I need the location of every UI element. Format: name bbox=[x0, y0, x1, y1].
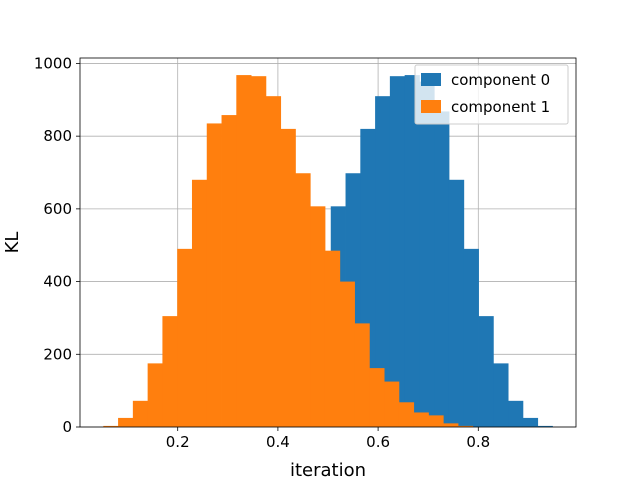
bar-component-0 bbox=[537, 425, 553, 427]
y-tick-label: 400 bbox=[43, 273, 72, 291]
axes-frame bbox=[79, 57, 577, 428]
bar-component-1 bbox=[265, 96, 282, 427]
bar-component-0 bbox=[478, 316, 494, 427]
bar-component-0 bbox=[522, 417, 539, 427]
y-tick-label: 600 bbox=[43, 200, 72, 218]
legend-box bbox=[414, 64, 569, 125]
legend-swatch-component-1 bbox=[421, 100, 441, 113]
bar-component-0 bbox=[375, 96, 391, 427]
bar-component-1 bbox=[191, 179, 208, 427]
x-tick-label: 0.8 bbox=[466, 433, 490, 451]
bar-component-1 bbox=[162, 316, 178, 427]
bar-component-1 bbox=[413, 412, 429, 427]
legend: component 0 component 1 bbox=[414, 64, 569, 125]
bar-component-1 bbox=[132, 400, 149, 427]
bar-component-1 bbox=[206, 123, 222, 428]
y-tick-label: 0 bbox=[62, 418, 72, 436]
bar-component-1 bbox=[458, 425, 474, 427]
bar-component-1 bbox=[354, 323, 370, 427]
bar-component-1 bbox=[295, 173, 311, 427]
ticks: 0.2 0.4 0.6 0.8 0 200 400 600 800 1000 bbox=[34, 54, 490, 451]
bar-component-0 bbox=[508, 400, 524, 427]
y-tick-label: 200 bbox=[43, 345, 72, 363]
bar-component-0 bbox=[493, 363, 509, 427]
bar-component-1 bbox=[177, 248, 193, 427]
bar-component-1 bbox=[339, 281, 355, 427]
bar-component-1 bbox=[251, 76, 267, 427]
y-tick-label: 1000 bbox=[34, 54, 72, 72]
bar-component-0 bbox=[463, 248, 479, 427]
y-axis-label: KL bbox=[2, 232, 23, 254]
bar-component-1 bbox=[221, 115, 237, 428]
bar-component-1 bbox=[236, 75, 252, 427]
legend-swatch-component-0 bbox=[421, 73, 441, 86]
bar-component-0 bbox=[434, 111, 450, 427]
bar-component-1 bbox=[118, 417, 134, 427]
bar-component-1 bbox=[398, 402, 415, 427]
bar-component-1 bbox=[369, 368, 385, 427]
bar-component-1 bbox=[443, 423, 459, 427]
bar-component-0 bbox=[448, 179, 465, 427]
legend-label-component-1: component 1 bbox=[451, 98, 550, 116]
y-tick-label: 800 bbox=[43, 127, 72, 145]
bar-component-0 bbox=[389, 76, 406, 427]
bar-component-1 bbox=[147, 363, 163, 427]
bar-component-1 bbox=[324, 250, 341, 427]
bar-component-1 bbox=[103, 425, 119, 427]
bar-component-0 bbox=[404, 75, 420, 427]
x-tick-label: 0.2 bbox=[166, 433, 190, 451]
bar-component-1 bbox=[384, 381, 400, 427]
x-tick-label: 0.4 bbox=[266, 433, 290, 451]
x-axis-label: iteration bbox=[290, 460, 366, 480]
bars bbox=[103, 75, 553, 428]
bar-component-1 bbox=[280, 128, 296, 427]
bar-component-1 bbox=[310, 206, 326, 427]
x-tick-label: 0.6 bbox=[366, 433, 390, 451]
legend-label-component-0: component 0 bbox=[451, 71, 550, 89]
bar-component-0 bbox=[419, 81, 435, 427]
bar-component-1 bbox=[428, 415, 444, 427]
